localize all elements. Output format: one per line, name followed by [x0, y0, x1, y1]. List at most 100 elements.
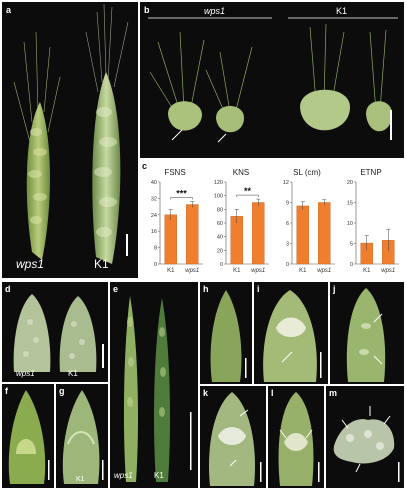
y-tick-label: 16: [151, 229, 157, 235]
x-tick-label: K1: [363, 268, 371, 274]
spikelets-photo: [148, 17, 398, 143]
significance-bracket: [170, 197, 193, 200]
chart-title: SL (cm): [293, 168, 321, 177]
k1-caption: K1: [76, 476, 85, 483]
bar: [186, 204, 199, 265]
y-tick-label: 5: [350, 242, 353, 248]
etnp-chart: ETNP 0 5 10 15 20 K1 wps1: [340, 168, 402, 276]
panel-h-label: h: [203, 284, 209, 294]
panel-d: d wps1 K1: [2, 282, 108, 382]
floret-photo-k: [208, 392, 262, 486]
y-tick-label: 0: [286, 262, 289, 268]
y-tick-label: 20: [217, 248, 223, 254]
panel-i: i: [254, 282, 328, 384]
floret-photo-m: [333, 406, 400, 482]
wps1-label: wps1: [16, 369, 35, 378]
y-tick-label: 80: [217, 207, 223, 213]
kns-plot: 0 20 40 60 80 100 120 K1 wps1 **: [214, 180, 269, 274]
k1-label: K1: [68, 369, 78, 378]
y-tick-label: 10: [347, 221, 353, 227]
scale-bar: [102, 344, 104, 368]
bar: [252, 202, 265, 265]
chart-title: KNS: [232, 168, 250, 177]
y-tick-label: 20: [347, 180, 353, 186]
y-tick-label: 3: [286, 242, 289, 248]
panel-a: a wps1 K1: [2, 2, 138, 278]
panel-j: j: [330, 282, 404, 384]
panel-m-label: m: [329, 388, 338, 398]
sl-chart: SL (cm) 0 3 6 9 12 K1 wps1: [276, 168, 338, 276]
spikelet-closeup-photo: [8, 390, 50, 484]
y-tick-label: 40: [151, 180, 157, 186]
k1-spikelet-photo: [62, 390, 104, 484]
panel-c-label: c: [142, 161, 148, 171]
k1-label: K1: [94, 257, 109, 271]
panel-f: f: [2, 384, 54, 488]
y-tick-label: 6: [286, 221, 289, 227]
panel-e-label: e: [113, 284, 119, 294]
fsns-plot: 0 8 16 24 32 40 K1 wps1 ***: [151, 180, 203, 274]
y-tick-label: 40: [217, 235, 223, 241]
y-tick-label: 12: [283, 180, 289, 186]
sl-plot: 0 3 6 9 12 K1 wps1: [283, 180, 335, 274]
chart-title: FSNS: [164, 168, 186, 177]
panel-m: m: [326, 386, 404, 488]
panel-k: k: [200, 386, 266, 488]
x-tick-label: wps1: [381, 268, 395, 274]
significance-bracket: [236, 194, 259, 198]
panel-l-label: l: [271, 388, 274, 398]
k1-header: K1: [336, 6, 348, 16]
y-tick-label: 9: [286, 201, 289, 207]
floret-photo-l: [278, 392, 320, 486]
significance-label: **: [244, 186, 252, 196]
x-tick-label: wps1: [317, 268, 331, 274]
panel-e: e wps1 K1: [110, 282, 198, 488]
bar: [230, 215, 243, 265]
x-tick-label: wps1: [251, 268, 265, 274]
panel-l: l: [268, 386, 324, 488]
chart-title: ETNP: [360, 168, 382, 177]
panel-f-label: f: [5, 386, 8, 396]
panel-g-label: g: [59, 386, 65, 396]
wps1-header: wps1: [204, 6, 226, 16]
y-tick-label: 8: [154, 246, 157, 252]
panel-g: g K1: [56, 384, 108, 488]
panel-a-label: a: [6, 5, 12, 15]
x-tick-label: wps1: [185, 268, 199, 274]
kns-chart: KNS 0 20 40 60 80 100 120 K1 wps1 **: [210, 168, 272, 276]
panel-d-label: d: [5, 284, 11, 294]
bar: [318, 202, 331, 265]
etnp-plot: 0 5 10 15 20 K1 wps1: [347, 180, 399, 274]
y-tick-label: 0: [220, 262, 223, 268]
x-tick-label: K1: [167, 268, 175, 274]
fsns-chart: FSNS 0 8 16 24 32 40 K1 wps1 ***: [144, 168, 206, 276]
significance-label: ***: [176, 188, 187, 198]
x-tick-label: K1: [299, 268, 307, 274]
wps1-label: wps1: [16, 257, 45, 271]
panel-j-label: j: [333, 284, 336, 294]
y-tick-label: 60: [217, 221, 223, 227]
panel-b: b wps1 K1: [140, 2, 404, 158]
floret-photo-j: [346, 288, 386, 382]
bar: [164, 214, 177, 265]
y-tick-label: 0: [154, 262, 157, 268]
y-tick-label: 24: [151, 213, 157, 219]
y-tick-label: 120: [214, 180, 223, 186]
y-tick-label: 0: [350, 262, 353, 268]
x-tick-label: K1: [233, 268, 241, 274]
panel-h: h: [200, 282, 252, 384]
floret-photo-i: [263, 290, 322, 382]
wps1-label: wps1: [114, 471, 133, 480]
scale-bar: [126, 234, 128, 256]
bar: [296, 205, 309, 265]
panel-b-label: b: [144, 5, 150, 15]
floret-photo-h: [210, 290, 247, 382]
panel-i-label: i: [257, 284, 260, 294]
panel-k-label: k: [203, 388, 209, 398]
stems-photo: [123, 296, 192, 482]
spike-tips-photo: [13, 294, 97, 372]
y-tick-label: 100: [214, 194, 223, 200]
panel-c: c FSNS 0 8 16 24 32 40 K1 wps1 *** KNS 0 20 40 60 80…: [140, 160, 404, 278]
y-tick-label: 15: [347, 201, 353, 207]
y-tick-label: 32: [151, 196, 157, 202]
